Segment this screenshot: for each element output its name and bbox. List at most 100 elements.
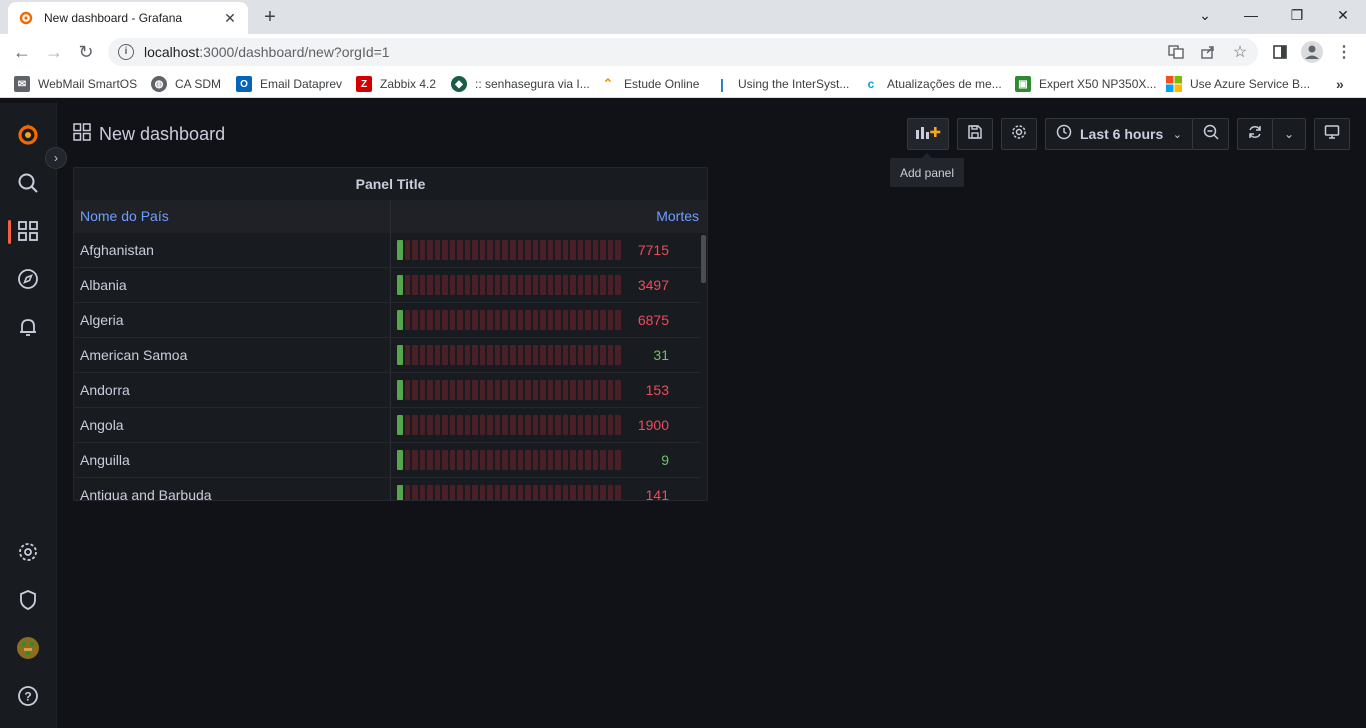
gauge-segment xyxy=(449,485,456,500)
dashboard-grid-icon xyxy=(73,123,91,146)
share-icon[interactable] xyxy=(1196,40,1220,64)
gauge-segment xyxy=(502,345,508,365)
bookmark-item[interactable]: ▣ Expert X50 NP350X... xyxy=(1015,75,1156,93)
back-button[interactable]: ← xyxy=(13,41,31,62)
dashboard-settings-button[interactable] xyxy=(1001,118,1037,150)
gauge-segment xyxy=(457,485,463,500)
bookmark-item[interactable]: ◆:: senhasegura via I... xyxy=(451,75,590,93)
gauge-segment xyxy=(607,310,614,330)
site-info-icon[interactable]: i xyxy=(118,44,134,60)
table-panel[interactable]: Panel Title Nome do País Mortes Afghanis… xyxy=(73,167,708,501)
zabbix-icon: Z xyxy=(356,76,372,92)
restore-button[interactable]: ❐ xyxy=(1290,6,1304,23)
side-panel-icon[interactable] xyxy=(1268,40,1292,64)
gauge-segment xyxy=(509,310,516,330)
gauge-segment xyxy=(434,310,441,330)
bookmark-item[interactable]: | Using the InterSyst... xyxy=(714,75,849,93)
bookmark-star-icon[interactable]: ☆ xyxy=(1232,44,1248,61)
gauge-segment xyxy=(412,485,418,500)
gauge-segment xyxy=(585,415,591,435)
gauge-segment xyxy=(577,275,584,295)
gauge-segment xyxy=(449,450,456,470)
gauge-segment xyxy=(472,345,478,365)
gauge-segment xyxy=(517,275,524,295)
c-icon: c xyxy=(863,76,879,92)
gauge-segment xyxy=(562,415,569,435)
gauge-segment xyxy=(547,380,554,400)
column-header-deaths[interactable]: Mortes xyxy=(656,208,699,224)
user-avatar[interactable] xyxy=(14,634,42,662)
dashboards-icon[interactable] xyxy=(14,217,42,245)
gauge-segment xyxy=(615,240,621,260)
help-icon[interactable]: ? xyxy=(14,682,42,710)
add-panel-tooltip: Add panel xyxy=(890,153,964,187)
gauge-segment xyxy=(525,450,531,470)
search-icon[interactable] xyxy=(14,169,42,197)
gauge-segment xyxy=(600,485,606,500)
refresh-interval-button[interactable]: ⌄ xyxy=(1272,118,1306,150)
profile-avatar-icon[interactable] xyxy=(1300,40,1324,64)
gauge-segment xyxy=(509,275,516,295)
gauge-segment xyxy=(540,345,546,365)
gauge-segment xyxy=(449,380,456,400)
table-scrollbar[interactable] xyxy=(701,235,706,283)
gauge-segment xyxy=(412,380,418,400)
bookmark-item[interactable]: ⌃ Estude Online xyxy=(600,75,699,93)
gauge-segment xyxy=(592,485,599,500)
gauge-segment xyxy=(464,310,471,330)
gauge-segment xyxy=(562,345,569,365)
browser-tab[interactable]: New dashboard - Grafana ✕ xyxy=(8,2,248,34)
bookmark-item[interactable]: ◍ CA SDM xyxy=(151,75,221,93)
zoom-out-button[interactable] xyxy=(1192,118,1229,150)
microsoft-icon xyxy=(1166,76,1182,92)
tab-close-icon[interactable]: ✕ xyxy=(224,9,236,26)
configuration-gear-icon[interactable] xyxy=(14,538,42,566)
panel-title[interactable]: Panel Title xyxy=(355,176,426,192)
bookmark-item[interactable]: ✉ WebMail SmartOS xyxy=(14,75,137,93)
bookmark-item[interactable]: O Email Dataprev xyxy=(236,75,342,93)
browser-menu-icon[interactable]: ⋮ xyxy=(1336,44,1352,61)
intersystems-icon: | xyxy=(714,76,730,92)
gauge-segment xyxy=(509,450,516,470)
bookmark-item[interactable]: Use Azure Service B... xyxy=(1166,75,1310,93)
gauge-segment xyxy=(412,310,418,330)
sidemenu-expand-button[interactable]: › xyxy=(45,147,67,169)
outlook-icon: O xyxy=(236,76,252,92)
gauge-segment xyxy=(592,345,599,365)
column-header-country[interactable]: Nome do País xyxy=(74,200,391,233)
more-bookmarks-icon[interactable]: » xyxy=(1336,76,1344,92)
bookmark-item[interactable]: Z Zabbix 4.2 xyxy=(356,75,436,93)
gauge-segment xyxy=(434,345,441,365)
save-dashboard-button[interactable] xyxy=(957,118,993,150)
grafana-logo-icon[interactable] xyxy=(14,121,42,149)
lcd-gauge xyxy=(397,345,621,365)
explore-compass-icon[interactable] xyxy=(14,265,42,293)
new-tab-button[interactable]: + xyxy=(264,6,276,28)
dashboard-title[interactable]: New dashboard xyxy=(99,124,226,144)
gauge-segment xyxy=(479,345,486,365)
forward-button[interactable]: → xyxy=(45,41,63,62)
dashboard-title-area: New dashboard xyxy=(73,123,225,146)
refresh-button[interactable] xyxy=(1237,118,1273,150)
close-window-button[interactable]: ✕ xyxy=(1337,6,1349,23)
reload-button[interactable]: ↻ xyxy=(78,41,94,62)
chevron-down-icon[interactable]: ⌄ xyxy=(1199,6,1211,23)
time-range-picker[interactable]: Last 6 hours ⌄ xyxy=(1045,118,1193,150)
minimize-button[interactable]: — xyxy=(1244,7,1258,23)
address-bar[interactable]: i localhost:3000/dashboard/new?orgId=1 xyxy=(108,38,1258,66)
gauge-segment xyxy=(419,380,426,400)
gauge-segment xyxy=(615,380,621,400)
gauge-segment xyxy=(517,485,524,500)
gauge-segment xyxy=(577,485,584,500)
cycle-view-mode-button[interactable] xyxy=(1314,118,1350,150)
gauge-segment xyxy=(540,275,546,295)
translate-icon[interactable] xyxy=(1164,40,1188,64)
zoom-out-icon xyxy=(1203,124,1219,145)
alerting-bell-icon[interactable] xyxy=(14,313,42,341)
gauge-segment xyxy=(592,310,599,330)
gauge-segment xyxy=(517,380,524,400)
add-panel-button[interactable] xyxy=(907,118,949,150)
bookmark-item[interactable]: c Atualizações de me... xyxy=(863,75,1002,93)
server-admin-shield-icon[interactable] xyxy=(14,586,42,614)
grafana-favicon-icon xyxy=(18,10,34,26)
